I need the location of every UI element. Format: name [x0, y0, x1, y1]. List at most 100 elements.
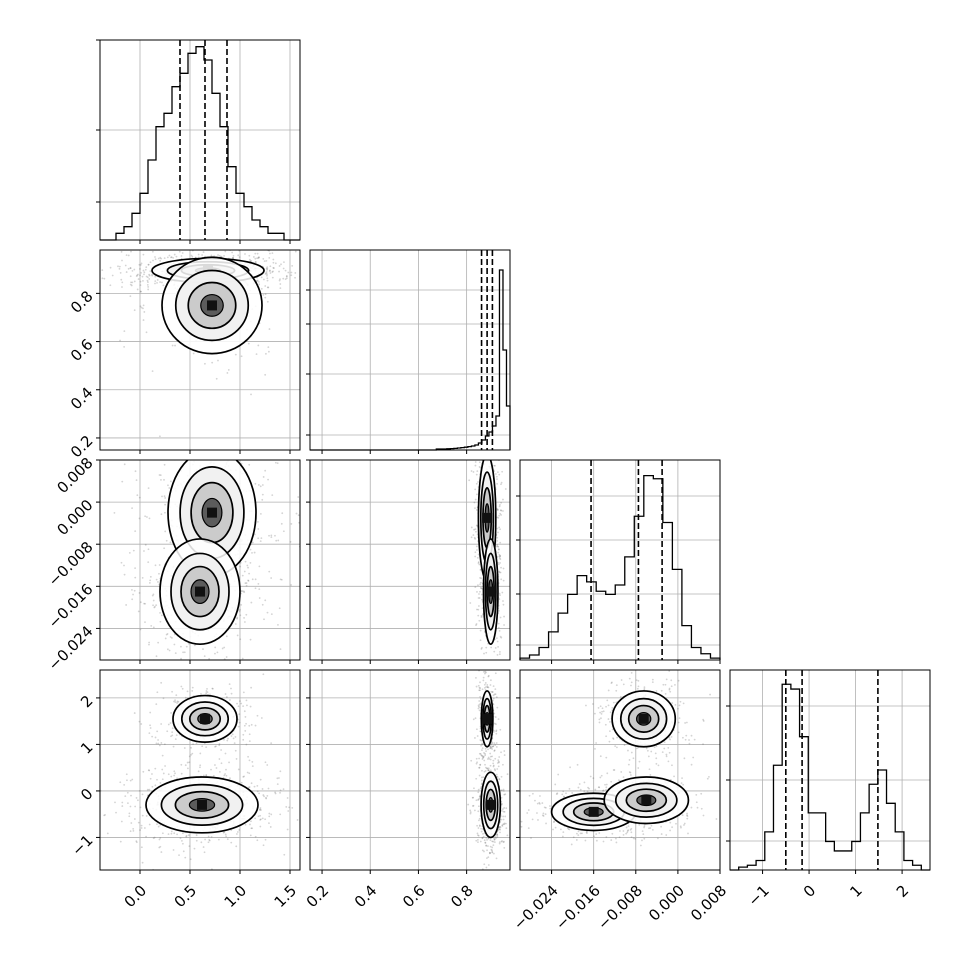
- scatter-point: [264, 373, 267, 376]
- scatter-point: [96, 782, 98, 784]
- scatter-point: [683, 757, 686, 760]
- scatter-point: [470, 470, 473, 472]
- scatter-point: [498, 842, 501, 845]
- scatter-point: [185, 660, 187, 662]
- scatter-point: [266, 274, 268, 277]
- scatter-point: [487, 769, 489, 772]
- scatter-point: [552, 828, 554, 831]
- scatter-point: [480, 779, 483, 782]
- scatter-point: [475, 545, 478, 548]
- scatter-point: [169, 636, 172, 638]
- scatter-point: [156, 691, 159, 694]
- scatter-point: [148, 517, 151, 520]
- scatter-point: [280, 522, 283, 525]
- scatter-point: [259, 818, 262, 821]
- scatter-point: [279, 813, 282, 816]
- scatter-point: [480, 744, 482, 747]
- scatter-point: [474, 528, 477, 531]
- scatter-point: [498, 557, 501, 559]
- scatter-point: [184, 764, 187, 767]
- scatter-point: [481, 747, 484, 749]
- scatter-point: [476, 735, 479, 737]
- scatter-point: [481, 428, 483, 430]
- scatter-point: [139, 829, 141, 831]
- scatter-point: [477, 432, 479, 434]
- scatter-point: [180, 685, 183, 688]
- scatter-point: [157, 581, 159, 583]
- scatter-point: [495, 637, 498, 640]
- scatter-point: [104, 813, 106, 816]
- scatter-point: [301, 312, 303, 314]
- scatter-point: [477, 562, 480, 564]
- scatter-point: [140, 723, 143, 725]
- scatter-point: [484, 770, 487, 772]
- scatter-point: [250, 723, 253, 726]
- scatter-point: [161, 778, 164, 781]
- scatter-point: [480, 754, 483, 757]
- scatter-point: [240, 604, 243, 606]
- scatter-point: [534, 799, 536, 802]
- scatter-point: [201, 254, 204, 256]
- scatter-point: [120, 561, 123, 564]
- scatter-point: [271, 252, 274, 255]
- scatter-point: [497, 765, 500, 768]
- scatter-point: [489, 446, 491, 448]
- scatter-point: [487, 756, 490, 759]
- scatter-point: [193, 447, 195, 449]
- scatter-point: [265, 352, 267, 355]
- scatter-point: [303, 284, 305, 286]
- scatter-point: [469, 811, 472, 814]
- scatter-point: [494, 744, 497, 747]
- scatter-point: [220, 749, 222, 751]
- scatter-point: [172, 745, 175, 748]
- scatter-point: [491, 668, 493, 670]
- scatter-point: [272, 261, 275, 264]
- density-peak: [482, 713, 493, 724]
- scatter-point: [223, 427, 225, 429]
- scatter-point: [485, 766, 487, 769]
- scatter-point: [489, 851, 491, 854]
- scatter-point: [651, 678, 654, 681]
- scatter-point: [302, 268, 304, 270]
- scatter-point: [493, 693, 496, 696]
- scatter-point: [487, 769, 490, 772]
- scatter-point: [485, 844, 488, 847]
- scatter-point: [76, 267, 78, 269]
- scatter-point: [612, 737, 614, 740]
- scatter-point: [131, 598, 134, 601]
- scatter-point: [268, 350, 270, 353]
- scatter-point: [479, 583, 482, 586]
- scatter-point: [127, 802, 129, 805]
- scatter-point: [477, 363, 479, 365]
- scatter-point: [120, 278, 123, 281]
- scatter-point: [498, 548, 500, 551]
- scatter-point: [493, 750, 496, 752]
- scatter-point: [157, 227, 159, 229]
- scatter-point: [156, 282, 158, 284]
- scatter-point: [503, 754, 506, 756]
- scatter-point: [669, 690, 672, 693]
- scatter-point: [269, 269, 271, 272]
- scatter-point: [478, 689, 481, 692]
- panel-frame: [99, 669, 301, 871]
- scatter-point: [143, 311, 146, 313]
- scatter-point: [129, 267, 132, 270]
- scatter-point: [181, 832, 184, 835]
- scatter-point: [224, 833, 227, 836]
- scatter-point: [265, 272, 267, 274]
- scatter-point: [271, 402, 273, 404]
- scatter-point: [180, 430, 182, 432]
- scatter-point: [490, 456, 492, 458]
- scatter-point: [475, 439, 477, 441]
- scatter-point: [495, 661, 497, 663]
- scatter-point: [266, 764, 269, 766]
- scatter-point: [254, 432, 256, 434]
- scatter-point: [500, 636, 503, 639]
- scatter-point: [478, 817, 481, 820]
- scatter-point: [245, 699, 248, 702]
- scatter-point: [136, 274, 139, 277]
- scatter-point: [103, 277, 106, 280]
- scatter-point: [495, 773, 498, 776]
- scatter-point: [243, 457, 245, 459]
- scatter-point: [479, 764, 482, 766]
